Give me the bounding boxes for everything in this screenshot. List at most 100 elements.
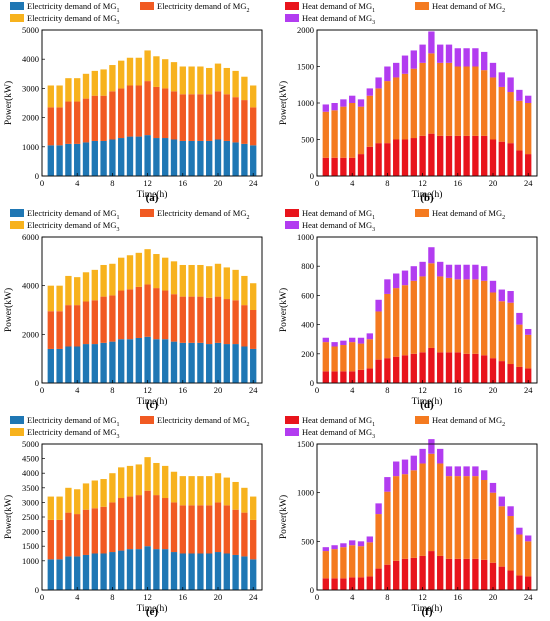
chart-c-bar-mg3-t13 [153,254,160,289]
chart-f-bar-mg1-t17 [463,558,470,590]
chart-f-bar-mg3-t21 [498,496,505,507]
chart-d-bar-mg3-t15 [445,264,453,278]
chart-b-bar-mg2-t17 [463,66,470,136]
chart-e-bar-mg2-t21 [223,505,230,554]
chart-c-bar-mg3-t7 [100,264,107,297]
chart-b-bar-mg1-t2 [331,157,338,176]
chart-c-bar-mg2-t17 [188,296,195,343]
chart-b-legend-label-3: Heat demand of MG3 [302,13,375,26]
chart-e-bar-mg1-t22 [232,554,239,590]
chart-c-bar-mg3-t8 [109,263,116,296]
chart-c-bar-mg3-t22 [232,269,239,301]
chart-e-bar-mg1-t19 [206,553,213,590]
chart-c-bar-mg3-t3 [65,275,72,306]
chart-a-xtick-label-3: 12 [143,178,152,188]
chart-b-bar-mg3-t13 [428,31,435,54]
chart-a-bar-mg1-t18 [197,140,204,176]
chart-f-bar-mg1-t10 [401,558,409,590]
chart-c-bar-mg3-t10 [126,255,134,290]
chart-e-ytick-label-5: 3000 [22,497,39,507]
chart-d-bar-mg3-t13 [428,247,435,264]
chart-d-xtick-label-4: 16 [454,385,463,395]
chart-c-bar-mg3-t24 [250,283,257,310]
chart-c-bar-mg3-t16 [179,264,186,297]
chart-e-bar-mg1-t9 [118,550,125,590]
chart-e-bar-mg2-t22 [232,509,239,555]
chart-d-bar-mg3-t24 [525,328,532,335]
chart-a-bar-mg2-t11 [135,85,142,137]
chart-e-bar-mg2-t2 [56,519,63,560]
chart-e-bar-mg1-t16 [179,553,186,590]
chart-b-legend-label-2: Heat demand of MG2 [432,1,505,14]
chart-a-ytick-label-4: 4000 [22,54,39,64]
chart-b-bar-mg2-t3 [340,106,347,158]
chart-a-bar-mg3-t8 [109,65,116,92]
chart-a-bar-mg2-t8 [109,91,116,140]
chart-c-bar-mg3-t2 [56,285,63,312]
chart-b-xtick-label-0: 0 [315,178,319,188]
chart-b-legend-swatch-3 [285,14,299,22]
chart-d-bar-mg2-t2 [331,346,338,372]
chart-d-bar-mg2-t17 [463,279,470,354]
chart-b-bar-mg3-t16 [454,48,461,67]
chart-a-bar-mg2-t24 [250,107,257,146]
chart-d-bar-mg3-t10 [401,270,409,286]
chart-c-ytick-label-0: 0 [35,378,39,388]
chart-b-bar-mg2-t23 [516,100,523,151]
chart-a-bar-mg1-t1 [47,145,54,176]
chart-f-bar-mg3-t4 [349,540,356,546]
chart-a-bar-mg2-t18 [197,94,204,141]
chart-a-bar-mg3-t24 [250,85,257,108]
chart-a-bar-mg3-t6 [91,70,98,96]
chart-a-bar-mg3-t18 [197,66,204,95]
chart-a-bar-mg2-t7 [100,95,107,141]
chart-c-bar-mg2-t10 [126,289,134,340]
chart-f-xtick-label-5: 20 [489,592,498,602]
chart-a-legend-swatch-2 [140,2,154,10]
chart-d-ytick-label-5: 1000 [297,232,314,242]
chart-e-bar-mg3-t24 [250,496,257,520]
chart-d-xtick-label-0: 0 [315,385,319,395]
chart-e-bar-mg1-t24 [250,559,257,590]
chart-d-bar-mg2-t14 [437,276,444,353]
chart-e-bar-mg1-t5 [82,554,90,590]
chart-b-xtick-label-1: 4 [350,178,355,188]
chart-f-bar-mg2-t3 [340,547,347,579]
chart-e-bar-mg1-t6 [91,553,98,590]
chart-e-bar-mg3-t17 [188,476,195,506]
chart-f-bar-mg2-t1 [322,551,329,579]
chart-b-bar-mg1-t8 [384,143,391,176]
chart-f-bar-mg1-t23 [516,575,523,590]
chart-e-bar-mg3-t4 [74,489,81,515]
chart-f-bar-mg3-t15 [445,466,453,477]
chart-d-bar-mg1-t22 [507,364,514,383]
panel-e: Electricity demand of MG1 Electricity dem… [0,414,275,621]
chart-e-panel-label: (e) [146,606,159,618]
chart-e-ytick-label-7: 4000 [22,468,39,478]
chart-c-bar-mg3-t21 [223,267,230,300]
chart-a: Electricity demand of MG1 Electricity dem… [3,1,263,204]
chart-f-bar-mg3-t11 [410,455,417,471]
chart-e-bar-mg1-t10 [126,549,134,590]
chart-d-xtick-label-3: 12 [418,385,427,395]
chart-c-bar-mg2-t19 [206,297,213,345]
chart-c-bar-mg2-t12 [144,284,151,337]
chart-b-bar-mg2-t15 [445,62,453,136]
chart-c-xtick-label-3: 12 [143,385,152,395]
chart-f-bar-mg1-t24 [525,576,532,590]
chart-b-bar-mg3-t8 [384,66,391,82]
chart-a-bar-mg1-t22 [232,142,239,176]
chart-d-bar-mg1-t5 [357,369,365,383]
chart-c-bar-mg3-t15 [170,261,178,295]
chart-f-bar-mg2-t8 [384,491,391,565]
chart-c-legend-label-3: Electricity demand of MG3 [27,220,119,233]
chart-d-bar-mg2-t22 [507,302,514,365]
chart-e-legend-label-1: Electricity demand of MG1 [27,415,119,428]
chart-b-bar-mg2-t12 [419,62,426,136]
chart-b-bar-mg2-t14 [437,62,444,136]
chart-e-bar-mg3-t16 [179,476,186,506]
chart-b-bar-mg3-t3 [340,99,347,107]
chart-a-bar-mg3-t15 [170,62,178,92]
chart-a-bar-mg3-t16 [179,66,186,95]
chart-c-bar-mg2-t14 [162,290,169,340]
